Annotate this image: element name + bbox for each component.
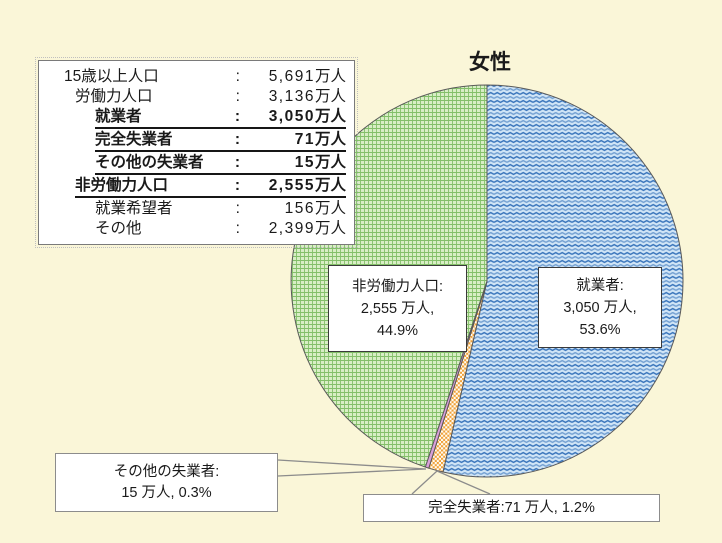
legend-unit: 万人 bbox=[314, 199, 346, 217]
slice-label-line: 2,555 万人, bbox=[360, 300, 435, 317]
legend-row-1: 労働力人口: 3,136 万人 bbox=[39, 87, 346, 106]
legend-row-4: その他の失業者: 15 万人 bbox=[39, 153, 346, 175]
legend-colon: : bbox=[235, 88, 240, 106]
slice-label-line: 非労働力人口: bbox=[351, 278, 444, 295]
legend-label: その他の失業者 bbox=[95, 153, 204, 171]
legend-value: 3,050 bbox=[268, 108, 315, 126]
legend-colon: : bbox=[235, 219, 240, 237]
legend-colon: : bbox=[234, 108, 240, 126]
legend-row-0: 15歳以上人口: 5,691 万人 bbox=[39, 67, 346, 86]
legend-label: その他 bbox=[95, 219, 142, 237]
legend-colon: : bbox=[235, 199, 240, 217]
legend-label: 就業者 bbox=[95, 108, 142, 126]
legend-row-3: 完全失業者: 71 万人 bbox=[39, 130, 346, 153]
legend-value: 2,399 bbox=[268, 219, 315, 237]
legend-colon: : bbox=[234, 176, 240, 194]
legend-value: 156 bbox=[284, 199, 315, 217]
slice-label-employed: 就業者: 3,050 万人, 53.6% bbox=[538, 267, 662, 348]
legend-value: 15 bbox=[294, 153, 315, 171]
legend-unit: 万人 bbox=[314, 108, 346, 126]
callout-line: その他の失業者: bbox=[113, 463, 220, 480]
legend-label: 労働力人口 bbox=[75, 88, 153, 106]
legend-colon: : bbox=[235, 68, 240, 86]
legend-label: 就業希望者 bbox=[95, 199, 173, 217]
legend-unit: 万人 bbox=[314, 131, 346, 149]
legend-unit: 万人 bbox=[314, 176, 346, 194]
slice-label-line: 就業者: bbox=[576, 277, 624, 294]
legend-row-7: その他: 2,399 万人 bbox=[39, 219, 346, 238]
legend-value: 71 bbox=[294, 131, 315, 149]
legend-label: 15歳以上人口 bbox=[64, 68, 159, 86]
legend-label: 非労働力人口 bbox=[75, 176, 169, 194]
legend-label: 完全失業者 bbox=[95, 131, 173, 149]
leader-line-other-unemployed bbox=[277, 459, 427, 477]
legend-row-5: 非労働力人口: 2,555 万人 bbox=[39, 176, 346, 198]
callout-line: 15 万人, 0.3% bbox=[121, 484, 212, 501]
slice-label-line: 44.9% bbox=[376, 322, 419, 339]
legend-unit: 万人 bbox=[314, 88, 346, 106]
slice-label-line: 53.6% bbox=[579, 321, 621, 338]
legend-row-2: 就業者: 3,050 万人 bbox=[39, 107, 346, 130]
callout-line: 完全失業者:71 万人, 1.2% bbox=[428, 499, 595, 516]
legend-row-6: 就業希望者: 156 万人 bbox=[39, 199, 346, 218]
legend-unit: 万人 bbox=[314, 219, 346, 237]
legend-value: 3,136 bbox=[268, 88, 315, 106]
legend-value: 5,691 bbox=[268, 68, 315, 86]
slice-label-non-labor: 非労働力人口: 2,555 万人, 44.9% bbox=[328, 265, 467, 352]
slice-label-line: 3,050 万人, bbox=[563, 299, 637, 316]
legend-unit: 万人 bbox=[314, 68, 346, 86]
callout-other-unemployed: その他の失業者: 15 万人, 0.3% bbox=[55, 453, 278, 512]
legend-colon: : bbox=[234, 131, 240, 149]
legend-unit: 万人 bbox=[314, 153, 346, 171]
chart-title: 女性 bbox=[469, 51, 511, 74]
legend-value: 2,555 bbox=[268, 176, 315, 194]
leader-line-unemployed bbox=[411, 470, 491, 495]
legend-colon: : bbox=[234, 153, 240, 171]
statistics-box: 15歳以上人口:5,691 万人 労働力人口:3,136 万人 就業者:3,050 万人完… bbox=[35, 57, 358, 248]
callout-unemployed: 完全失業者:71 万人, 1.2% bbox=[363, 494, 660, 522]
